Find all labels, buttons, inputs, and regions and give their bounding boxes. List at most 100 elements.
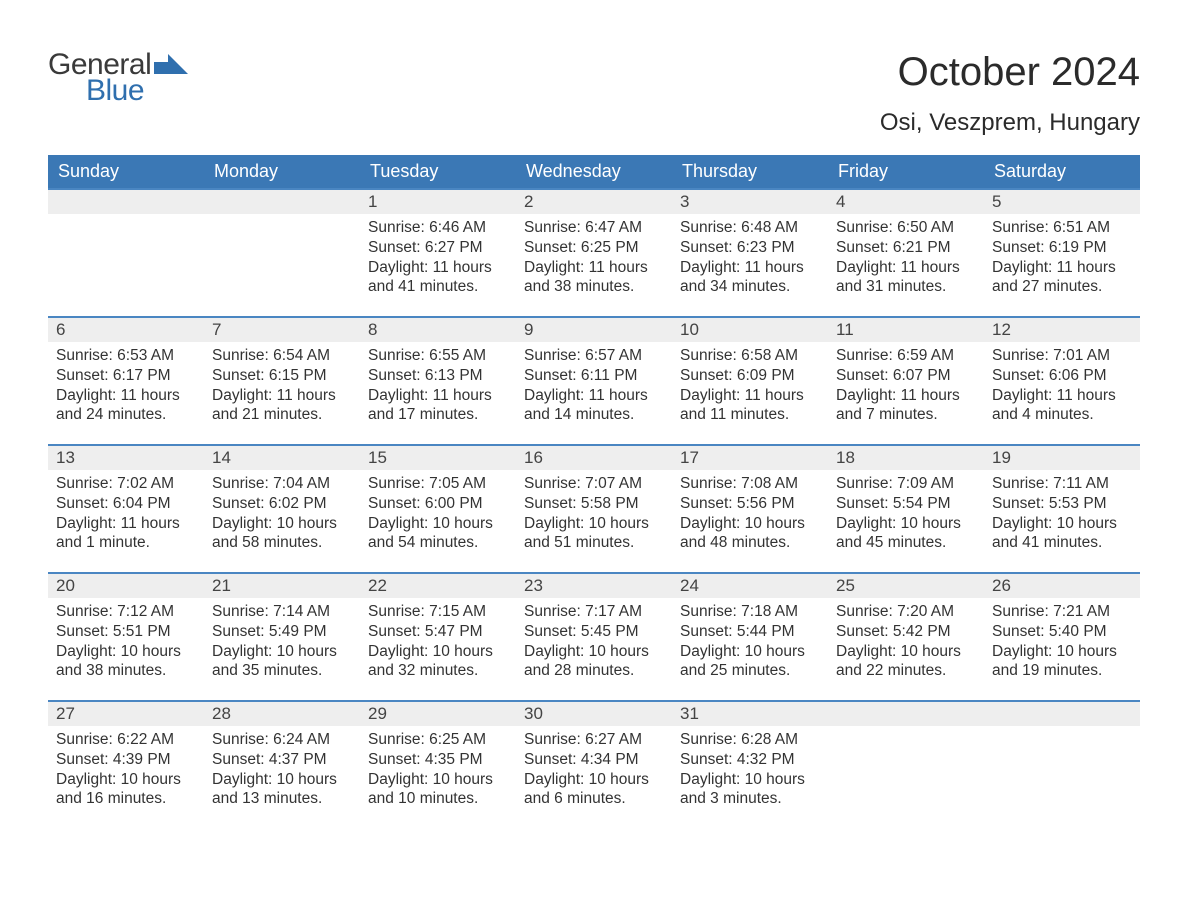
calendar-day-cell: 12Sunrise: 7:01 AMSunset: 6:06 PMDayligh…: [984, 316, 1140, 444]
sunrise-line: Sunrise: 7:09 AM: [836, 474, 976, 494]
day-details: Sunrise: 7:21 AMSunset: 5:40 PMDaylight:…: [984, 598, 1140, 689]
weekday-header: Friday: [828, 155, 984, 188]
sunrise-line: Sunrise: 6:54 AM: [212, 346, 352, 366]
day-number: 3: [672, 188, 828, 214]
calendar-body: 1Sunrise: 6:46 AMSunset: 6:27 PMDaylight…: [48, 188, 1140, 828]
sunrise-line: Sunrise: 6:27 AM: [524, 730, 664, 750]
calendar-day-cell: 19Sunrise: 7:11 AMSunset: 5:53 PMDayligh…: [984, 444, 1140, 572]
calendar-week-row: 13Sunrise: 7:02 AMSunset: 6:04 PMDayligh…: [48, 444, 1140, 572]
day-details: Sunrise: 6:58 AMSunset: 6:09 PMDaylight:…: [672, 342, 828, 433]
sunrise-line: Sunrise: 6:57 AM: [524, 346, 664, 366]
daylight-line: Daylight: 11 hours and 21 minutes.: [212, 386, 352, 426]
day-details: Sunrise: 6:53 AMSunset: 6:17 PMDaylight:…: [48, 342, 204, 433]
calendar-day-cell: 23Sunrise: 7:17 AMSunset: 5:45 PMDayligh…: [516, 572, 672, 700]
weekday-header: Tuesday: [360, 155, 516, 188]
daynum-bar-empty: [984, 700, 1140, 726]
day-number: 25: [828, 572, 984, 598]
calendar-day-cell: 30Sunrise: 6:27 AMSunset: 4:34 PMDayligh…: [516, 700, 672, 828]
daylight-line: Daylight: 11 hours and 41 minutes.: [368, 258, 508, 298]
sunset-line: Sunset: 6:07 PM: [836, 366, 976, 386]
sunrise-line: Sunrise: 7:20 AM: [836, 602, 976, 622]
day-number: 30: [516, 700, 672, 726]
day-details: Sunrise: 7:02 AMSunset: 6:04 PMDaylight:…: [48, 470, 204, 561]
sunrise-line: Sunrise: 7:01 AM: [992, 346, 1132, 366]
daylight-line: Daylight: 10 hours and 54 minutes.: [368, 514, 508, 554]
calendar-day-cell: 9Sunrise: 6:57 AMSunset: 6:11 PMDaylight…: [516, 316, 672, 444]
weekday-header: Wednesday: [516, 155, 672, 188]
sunset-line: Sunset: 4:37 PM: [212, 750, 352, 770]
brand-word-2: Blue: [86, 76, 188, 106]
sunrise-line: Sunrise: 6:25 AM: [368, 730, 508, 750]
day-number: 20: [48, 572, 204, 598]
day-number: 11: [828, 316, 984, 342]
weekday-header: Monday: [204, 155, 360, 188]
day-number: 2: [516, 188, 672, 214]
weekday-header: Saturday: [984, 155, 1140, 188]
day-number: 31: [672, 700, 828, 726]
daylight-line: Daylight: 10 hours and 10 minutes.: [368, 770, 508, 810]
day-number: 9: [516, 316, 672, 342]
calendar-day-cell: 26Sunrise: 7:21 AMSunset: 5:40 PMDayligh…: [984, 572, 1140, 700]
sunset-line: Sunset: 5:56 PM: [680, 494, 820, 514]
day-number: 6: [48, 316, 204, 342]
day-details: Sunrise: 6:47 AMSunset: 6:25 PMDaylight:…: [516, 214, 672, 305]
day-details: Sunrise: 6:22 AMSunset: 4:39 PMDaylight:…: [48, 726, 204, 817]
day-number: 21: [204, 572, 360, 598]
sunset-line: Sunset: 5:47 PM: [368, 622, 508, 642]
sunset-line: Sunset: 5:58 PM: [524, 494, 664, 514]
daylight-line: Daylight: 10 hours and 48 minutes.: [680, 514, 820, 554]
title-block: October 2024 Osi, Veszprem, Hungary: [880, 50, 1140, 147]
day-number: 26: [984, 572, 1140, 598]
calendar-day-cell: 24Sunrise: 7:18 AMSunset: 5:44 PMDayligh…: [672, 572, 828, 700]
sunset-line: Sunset: 6:09 PM: [680, 366, 820, 386]
sunrise-line: Sunrise: 6:59 AM: [836, 346, 976, 366]
day-number: 18: [828, 444, 984, 470]
day-number: 7: [204, 316, 360, 342]
sunrise-line: Sunrise: 6:47 AM: [524, 218, 664, 238]
daylight-line: Daylight: 11 hours and 27 minutes.: [992, 258, 1132, 298]
calendar-day-cell: 10Sunrise: 6:58 AMSunset: 6:09 PMDayligh…: [672, 316, 828, 444]
day-details: Sunrise: 7:14 AMSunset: 5:49 PMDaylight:…: [204, 598, 360, 689]
calendar-day-cell: 7Sunrise: 6:54 AMSunset: 6:15 PMDaylight…: [204, 316, 360, 444]
sunrise-line: Sunrise: 7:21 AM: [992, 602, 1132, 622]
sunset-line: Sunset: 5:45 PM: [524, 622, 664, 642]
day-number: 12: [984, 316, 1140, 342]
calendar-day-cell: 22Sunrise: 7:15 AMSunset: 5:47 PMDayligh…: [360, 572, 516, 700]
sunrise-line: Sunrise: 6:53 AM: [56, 346, 196, 366]
day-number: 17: [672, 444, 828, 470]
day-details: Sunrise: 7:17 AMSunset: 5:45 PMDaylight:…: [516, 598, 672, 689]
day-details: Sunrise: 6:25 AMSunset: 4:35 PMDaylight:…: [360, 726, 516, 817]
day-number: 16: [516, 444, 672, 470]
calendar-empty-cell: [48, 188, 204, 316]
sunrise-line: Sunrise: 7:04 AM: [212, 474, 352, 494]
daylight-line: Daylight: 11 hours and 31 minutes.: [836, 258, 976, 298]
calendar-day-cell: 6Sunrise: 6:53 AMSunset: 6:17 PMDaylight…: [48, 316, 204, 444]
daynum-bar-empty: [204, 188, 360, 214]
daylight-line: Daylight: 10 hours and 3 minutes.: [680, 770, 820, 810]
day-details: Sunrise: 7:18 AMSunset: 5:44 PMDaylight:…: [672, 598, 828, 689]
day-number: 23: [516, 572, 672, 598]
sunrise-line: Sunrise: 7:14 AM: [212, 602, 352, 622]
calendar-day-cell: 11 Sunrise: 6:59 AMSunset: 6:07 PMDayligh…: [828, 316, 984, 444]
day-number: 22: [360, 572, 516, 598]
sunset-line: Sunset: 6:23 PM: [680, 238, 820, 258]
sunrise-line: Sunrise: 7:07 AM: [524, 474, 664, 494]
calendar-empty-cell: [204, 188, 360, 316]
daylight-line: Daylight: 11 hours and 7 minutes.: [836, 386, 976, 426]
sunrise-line: Sunrise: 6:51 AM: [992, 218, 1132, 238]
sunset-line: Sunset: 5:40 PM: [992, 622, 1132, 642]
daylight-line: Daylight: 10 hours and 51 minutes.: [524, 514, 664, 554]
day-number: 5: [984, 188, 1140, 214]
sunrise-line: Sunrise: 6:28 AM: [680, 730, 820, 750]
weekday-header: Sunday: [48, 155, 204, 188]
sunset-line: Sunset: 4:34 PM: [524, 750, 664, 770]
day-details: Sunrise: 7:05 AMSunset: 6:00 PMDaylight:…: [360, 470, 516, 561]
sunrise-line: Sunrise: 6:48 AM: [680, 218, 820, 238]
daylight-line: Daylight: 11 hours and 1 minute.: [56, 514, 196, 554]
day-number: 27: [48, 700, 204, 726]
sunset-line: Sunset: 6:02 PM: [212, 494, 352, 514]
day-number: 14: [204, 444, 360, 470]
day-details: Sunrise: 7:12 AMSunset: 5:51 PMDaylight:…: [48, 598, 204, 689]
header: General Blue October 2024 Osi, Veszprem,…: [48, 50, 1140, 147]
calendar-day-cell: 13Sunrise: 7:02 AMSunset: 6:04 PMDayligh…: [48, 444, 204, 572]
